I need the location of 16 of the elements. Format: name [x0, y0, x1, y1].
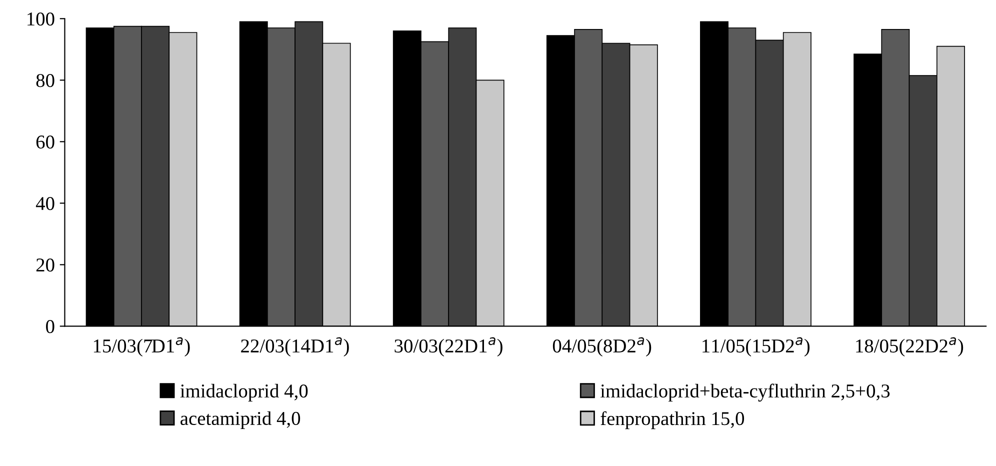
legend-label: imidacloprid 4,0: [180, 384, 308, 402]
x-tick-label: 22/03(14D1$^{a}$): [241, 337, 349, 357]
x-tick-label: 30/03(22D1$^{a}$): [394, 337, 502, 357]
x-tick-label: 11/05(15D2$^{a}$): [702, 337, 810, 357]
y-tick-label: 20: [36, 258, 54, 272]
y-tick-label: 0: [46, 320, 54, 334]
y-tick-label: 40: [36, 196, 54, 210]
legend-label: imidacloprid+beta-cyfluthrin 2,5+0,3: [600, 384, 890, 402]
y-tick-label: 60: [36, 135, 54, 149]
legend-label: fenpropathrin 15,0: [600, 411, 744, 430]
legend-label: acetamiprid 4,0: [180, 411, 300, 429]
y-tick-label: 80: [36, 74, 54, 88]
x-tick-label: 04/05(8D2$^{a}$): [552, 337, 652, 357]
x-tick-label: 15/03(7D1$^{a}$): [94, 337, 190, 357]
y-tick-label: 100: [28, 12, 54, 26]
x-tick-label: 18/05(22D2$^{a}$): [856, 337, 964, 357]
